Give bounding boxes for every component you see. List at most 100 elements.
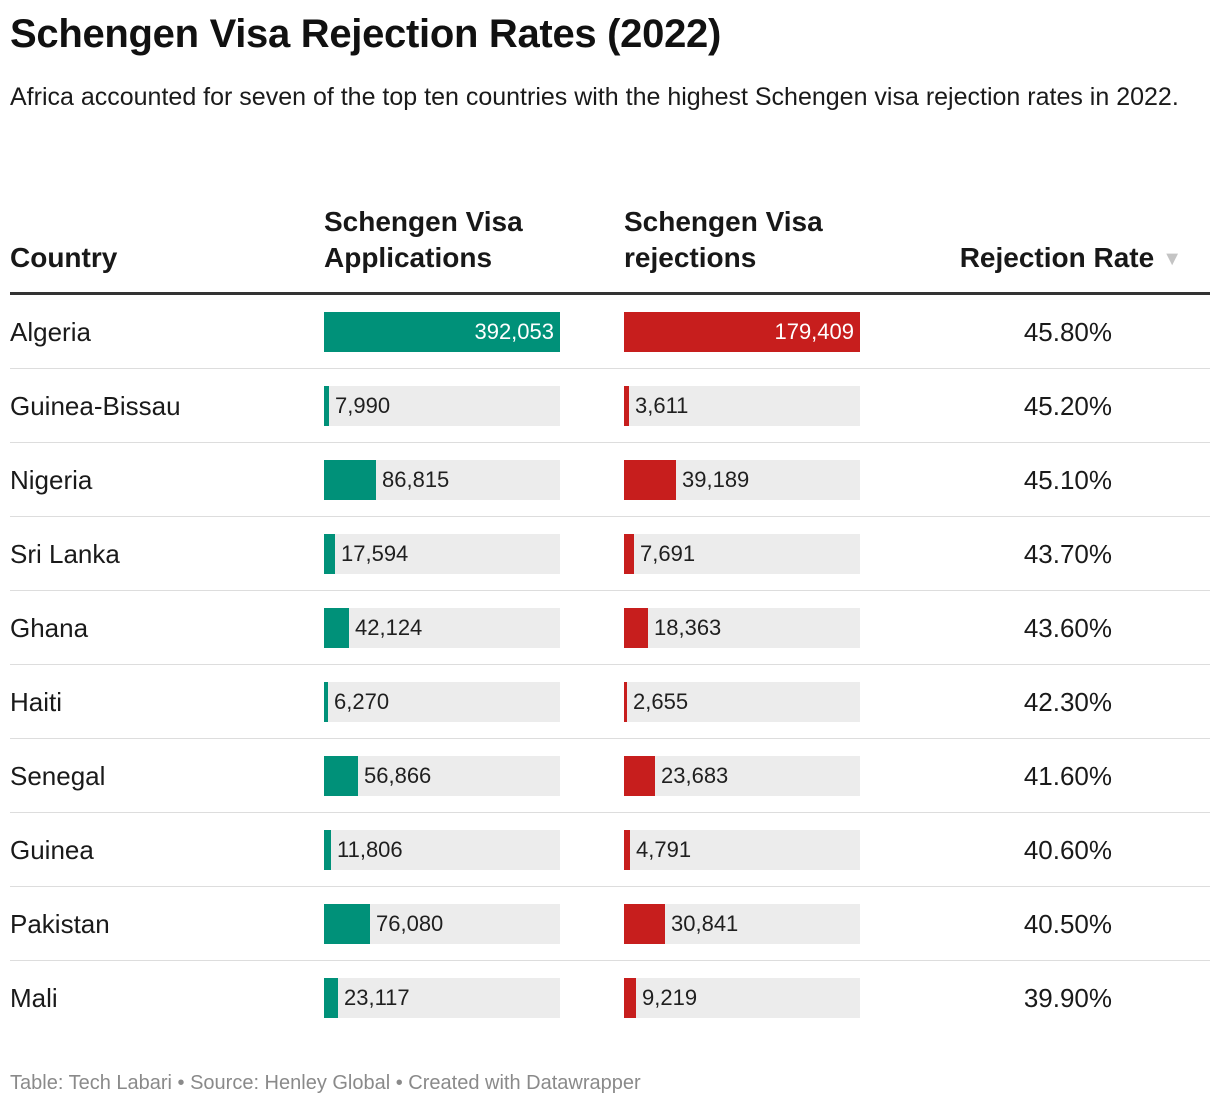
table-row: Senegal 56,866 23,683 41.60% xyxy=(10,739,1210,813)
country-cell: Haiti xyxy=(10,687,63,717)
rejection-rate-cell: 45.20% xyxy=(1023,391,1112,421)
rejections-bar-track: 3,611 xyxy=(624,386,860,426)
rejections-bar xyxy=(624,756,655,796)
applications-value-label: 23,117 xyxy=(344,985,410,1010)
column-header-rejection-rate-label: Rejection Rate xyxy=(959,242,1155,273)
rejections-bar-track: 7,691 xyxy=(624,534,860,574)
applications-value-label: 86,815 xyxy=(382,467,450,492)
country-cell: Guinea xyxy=(10,835,94,865)
rejections-bar-track: 30,841 xyxy=(624,904,860,944)
rejection-rate-cell: 41.60% xyxy=(1023,761,1112,791)
applications-bar-track: 76,080 xyxy=(324,904,560,944)
rejections-value-label: 30,841 xyxy=(671,911,739,936)
rejections-bar xyxy=(624,608,648,648)
applications-bar xyxy=(324,460,376,500)
applications-bar-track: 11,806 xyxy=(324,830,560,870)
applications-bar-track: 23,117 xyxy=(324,978,560,1018)
applications-bar xyxy=(324,904,370,944)
rejections-bar xyxy=(624,534,634,574)
rejections-bar-track: 4,791 xyxy=(624,830,860,870)
country-cell: Guinea-Bissau xyxy=(10,391,181,421)
column-header-rejection-rate[interactable]: Rejection Rate ▼ xyxy=(930,240,1182,279)
applications-bar xyxy=(324,978,338,1018)
applications-bar-track: 42,124 xyxy=(324,608,560,648)
applications-bar-track: 6,270 xyxy=(324,682,560,722)
country-cell: Sri Lanka xyxy=(10,539,120,569)
chart-subtitle: Africa accounted for seven of the top te… xyxy=(10,83,1179,111)
rejections-bar xyxy=(624,460,676,500)
table-row: Guinea 11,806 4,791 40.60% xyxy=(10,813,1210,887)
rejection-rate-cell: 42.30% xyxy=(1023,687,1112,717)
country-cell: Ghana xyxy=(10,613,89,643)
applications-value-label: 7,990 xyxy=(335,393,391,418)
applications-bar xyxy=(324,312,560,352)
header-divider xyxy=(10,292,1210,295)
country-cell: Nigeria xyxy=(10,465,93,495)
country-cell: Algeria xyxy=(10,317,91,347)
applications-bar xyxy=(324,830,331,870)
applications-bar xyxy=(324,608,349,648)
rejections-bar-track: 9,219 xyxy=(624,978,860,1018)
table-row: Ghana 42,124 18,363 43.60% xyxy=(10,591,1210,665)
sort-descending-icon[interactable]: ▼ xyxy=(1162,248,1182,270)
country-cell: Senegal xyxy=(10,761,106,791)
column-header-country[interactable]: Country xyxy=(10,242,118,273)
table-row: Pakistan 76,080 30,841 40.50% xyxy=(10,887,1210,961)
chart-footer: Table: Tech Labari • Source: Henley Glob… xyxy=(10,1072,641,1094)
rejection-rate-cell: 45.80% xyxy=(1023,317,1112,347)
country-cell: Pakistan xyxy=(10,909,110,939)
rejection-rate-cell: 43.70% xyxy=(1023,539,1112,569)
rejection-rate-cell: 40.60% xyxy=(1023,835,1112,865)
table-row: Guinea-Bissau 7,990 3,611 45.20% xyxy=(10,369,1210,443)
applications-bar xyxy=(324,534,335,574)
rejections-bar-track: 39,189 xyxy=(624,460,860,500)
applications-value-label: 76,080 xyxy=(376,911,444,936)
column-header-applications[interactable]: Schengen Visa Applications xyxy=(324,206,523,273)
table-row: Mali 23,117 9,219 39.90% xyxy=(10,961,1210,1035)
rejections-value-label: 23,683 xyxy=(661,763,729,788)
applications-value-label: 17,594 xyxy=(341,541,409,566)
chart-title: Schengen Visa Rejection Rates (2022) xyxy=(10,12,721,56)
table-row: Algeria 392,053 179,409 45.80% xyxy=(10,295,1210,369)
applications-bar-track: 56,866 xyxy=(324,756,560,796)
rejections-value-label: 39,189 xyxy=(682,467,750,492)
table-row: Nigeria 86,815 39,189 45.10% xyxy=(10,443,1210,517)
rejections-value-label: 9,219 xyxy=(642,985,698,1010)
rejections-bar-track: 23,683 xyxy=(624,756,860,796)
rejections-value-label: 2,655 xyxy=(633,689,689,714)
rejection-rate-cell: 45.10% xyxy=(1023,465,1112,495)
rejections-value-label: 4,791 xyxy=(636,837,692,862)
applications-value-label: 56,866 xyxy=(364,763,432,788)
country-cell: Mali xyxy=(10,983,58,1013)
applications-bar xyxy=(324,756,358,796)
applications-value-label: 6,270 xyxy=(334,689,390,714)
rejections-value-label: 179,409 xyxy=(774,319,854,344)
rejections-value-label: 3,611 xyxy=(635,393,689,418)
column-header-rejections[interactable]: Schengen Visa rejections xyxy=(624,206,823,273)
table-row: Haiti 6,270 2,655 42.30% xyxy=(10,665,1210,739)
applications-bar xyxy=(324,386,329,426)
rejections-bar xyxy=(624,830,630,870)
rejections-bar xyxy=(624,978,636,1018)
applications-value-label: 42,124 xyxy=(355,615,423,640)
rejection-rate-cell: 39.90% xyxy=(1023,983,1112,1013)
applications-bar-track: 7,990 xyxy=(324,386,560,426)
rejections-bar xyxy=(624,386,629,426)
rejections-value-label: 18,363 xyxy=(654,615,722,640)
applications-bar-track: 17,594 xyxy=(324,534,560,574)
rejections-bar-track: 179,409 xyxy=(624,312,860,352)
applications-bar-track: 392,053 xyxy=(324,312,560,352)
rejections-bar-track: 2,655 xyxy=(624,682,860,722)
rejections-bar xyxy=(624,312,860,352)
rejections-bar xyxy=(624,682,627,722)
table-row: Sri Lanka 17,594 7,691 43.70% xyxy=(10,517,1210,591)
rejection-rate-cell: 40.50% xyxy=(1023,909,1112,939)
applications-bar xyxy=(324,682,328,722)
applications-value-label: 11,806 xyxy=(337,837,403,862)
rejections-bar xyxy=(624,904,665,944)
rejection-rate-cell: 43.60% xyxy=(1023,613,1112,643)
rejections-bar-track: 18,363 xyxy=(624,608,860,648)
rejections-value-label: 7,691 xyxy=(640,541,696,566)
applications-value-label: 392,053 xyxy=(474,319,554,344)
applications-bar-track: 86,815 xyxy=(324,460,560,500)
